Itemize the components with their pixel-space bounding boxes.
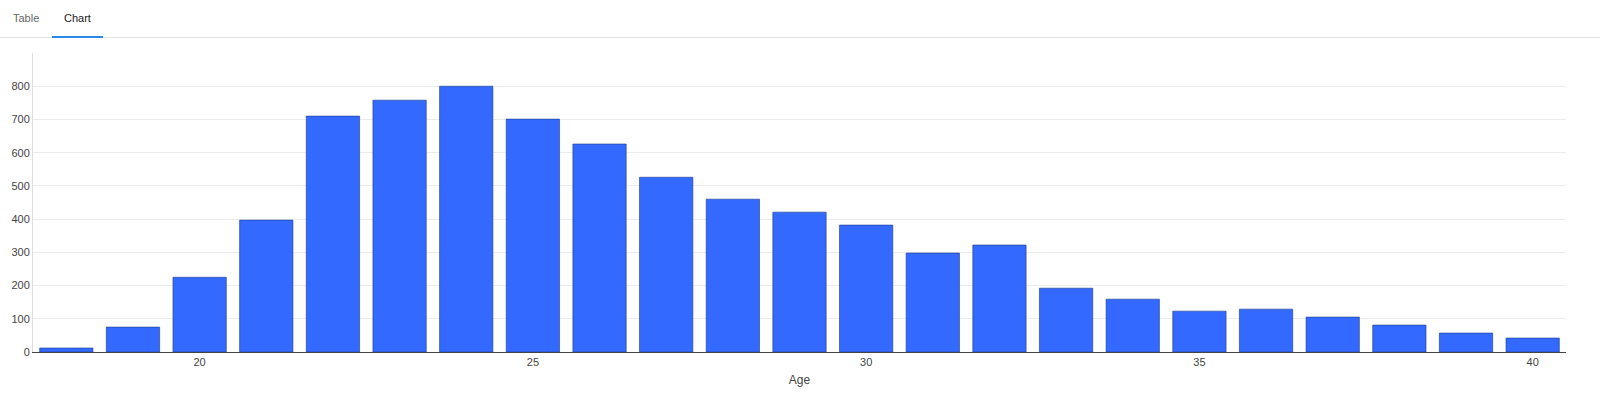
svg-text:Age: Age bbox=[789, 373, 811, 387]
svg-text:700: 700 bbox=[11, 113, 29, 125]
svg-text:100: 100 bbox=[11, 313, 29, 325]
html-text:Chart: Chart bbox=[64, 12, 91, 24]
svg-text:25: 25 bbox=[527, 356, 539, 368]
svg-text:35: 35 bbox=[1193, 356, 1205, 368]
svg-text:40: 40 bbox=[1527, 356, 1539, 368]
svg-text:300: 300 bbox=[11, 246, 29, 258]
svg-text:20: 20 bbox=[194, 356, 206, 368]
html-text:Table: Table bbox=[13, 12, 40, 24]
svg-text:600: 600 bbox=[11, 147, 29, 159]
svg-text:30: 30 bbox=[860, 356, 872, 368]
svg-text:0: 0 bbox=[24, 346, 30, 358]
svg-text:800: 800 bbox=[11, 80, 29, 92]
svg-text:200: 200 bbox=[11, 279, 29, 291]
svg-text:400: 400 bbox=[11, 213, 29, 225]
svg-text:500: 500 bbox=[11, 180, 29, 192]
